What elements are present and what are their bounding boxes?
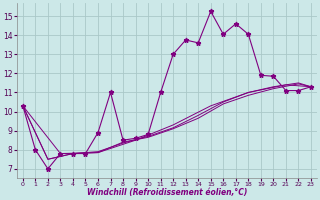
X-axis label: Windchill (Refroidissement éolien,°C): Windchill (Refroidissement éolien,°C) — [87, 188, 247, 197]
